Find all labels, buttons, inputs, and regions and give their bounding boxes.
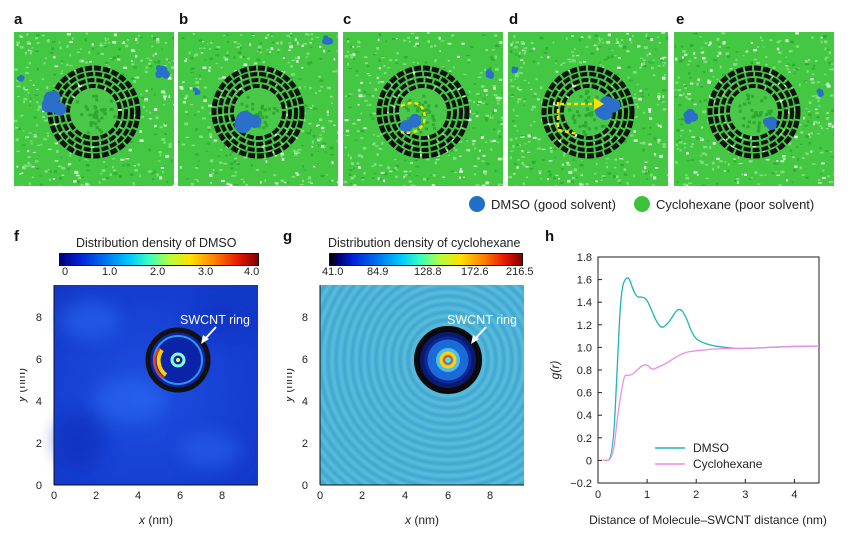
axis-f-x: 0 2 4 6 8 — [51, 490, 225, 502]
xtick-f: 2 — [93, 490, 99, 502]
snapshot-e — [674, 32, 834, 186]
panel-a-label: a — [14, 11, 22, 28]
colorbar-g — [329, 253, 523, 266]
ytick-label: 1.6 — [577, 275, 592, 287]
colorbar-g-tick: 216.5 — [506, 266, 534, 278]
ytick-g: 8 — [302, 312, 308, 324]
snapshot-a — [14, 32, 174, 186]
xtick-label: 2 — [693, 489, 699, 501]
ytick-label: −0.2 — [570, 478, 592, 490]
colorbar-g-tick: 41.0 — [322, 266, 343, 278]
ytick-f: 4 — [36, 396, 42, 408]
xtick-f: 0 — [51, 490, 57, 502]
snapshot-c — [343, 32, 503, 186]
axis-g-x: 0 2 4 6 8 — [317, 490, 493, 502]
ylabel-f: y (nm) — [20, 368, 28, 403]
xlabel-g: x (nm) — [404, 513, 439, 527]
xtick-label: 1 — [644, 489, 650, 501]
ytick-label: 1.8 — [577, 252, 592, 264]
xtick-label: 0 — [595, 489, 601, 501]
annotation-f: SWCNT ring — [180, 313, 250, 327]
chart-xlabel: Distance of Molecule–SWCNT distance (nm) — [589, 513, 827, 527]
ytick-g: 6 — [302, 354, 308, 366]
panel-d-label: d — [509, 11, 518, 28]
heatmap-f: SWCNT ring 0 2 4 6 8 0 2 4 6 8 x (nm) y … — [20, 280, 270, 532]
snapshot-b — [178, 32, 338, 186]
ytick-f: 2 — [36, 438, 42, 450]
ytick-label: 0.6 — [577, 388, 592, 400]
colorbar-g-title: Distribution density of cyclohexane — [328, 236, 520, 250]
legend-cyclohexane-label: Cyclohexane (poor solvent) — [656, 197, 814, 212]
panel-g-label: g — [283, 228, 292, 245]
xtick-f: 4 — [135, 490, 141, 502]
ylabel-g: y (nm) — [287, 368, 295, 403]
dmso-swatch-icon — [469, 196, 485, 212]
cyclohexane-swatch-icon — [634, 196, 650, 212]
legend-cyclohexane: Cyclohexane (poor solvent) — [634, 196, 814, 212]
ytick-label: 0 — [586, 455, 592, 467]
chart-legend: DMSO Cyclohexane — [655, 441, 763, 471]
ytick-label: 0.2 — [577, 433, 592, 445]
xtick-g: 0 — [317, 490, 323, 502]
chart-ylabel: g(r) — [548, 361, 562, 380]
legend-dmso: DMSO (good solvent) — [469, 196, 616, 212]
heatmap-g: SWCNT ring 0 2 4 6 8 0 2 4 6 8 x (nm) y … — [287, 280, 537, 532]
ytick-g: 4 — [302, 396, 308, 408]
colorbar-g-tick: 128.8 — [414, 266, 442, 278]
ytick-g: 0 — [302, 480, 308, 492]
ytick-label: 1.4 — [577, 297, 592, 309]
ytick-f: 8 — [36, 312, 42, 324]
xtick-g: 4 — [402, 490, 408, 502]
colorbar-f-tick: 4.0 — [244, 266, 259, 278]
panel-e-label: e — [676, 11, 684, 28]
xtick-g: 6 — [445, 490, 451, 502]
colorbar-g-tick: 84.9 — [367, 266, 388, 278]
xtick-g: 2 — [359, 490, 365, 502]
legend-label-dmso: DMSO — [693, 441, 729, 455]
ytick-label: 1.2 — [577, 320, 592, 332]
colorbar-f-tick: 3.0 — [198, 266, 213, 278]
ytick-f: 0 — [36, 480, 42, 492]
colorbar-g-tick: 172.6 — [461, 266, 489, 278]
colorbar-f — [59, 253, 259, 266]
axis-f-y: 0 2 4 6 8 — [36, 312, 42, 492]
annotation-g: SWCNT ring — [447, 313, 517, 327]
panel-b-label: b — [179, 11, 188, 28]
xlabel-f: x (nm) — [138, 513, 173, 527]
colorbar-f-tick: 0 — [62, 266, 68, 278]
ytick-f: 6 — [36, 354, 42, 366]
xtick-label: 4 — [791, 489, 797, 501]
xtick-f: 6 — [177, 490, 183, 502]
xtick-label: 3 — [742, 489, 748, 501]
colorbar-f-tick: 1.0 — [102, 266, 117, 278]
snapshot-d — [508, 32, 668, 186]
legend-label-cyclohexane: Cyclohexane — [693, 457, 763, 471]
xtick-g: 8 — [487, 490, 493, 502]
axis-g-y: 0 2 4 6 8 — [302, 312, 308, 492]
ytick-g: 2 — [302, 438, 308, 450]
legend-dmso-label: DMSO (good solvent) — [491, 197, 616, 212]
ytick-label: 1.0 — [577, 342, 592, 354]
panel-f-label: f — [14, 228, 19, 245]
colorbar-f-tick: 2.0 — [150, 266, 165, 278]
colorbar-f-title: Distribution density of DMSO — [76, 236, 236, 250]
ytick-label: 0.8 — [577, 365, 592, 377]
xtick-f: 8 — [219, 490, 225, 502]
series-line-dmso — [603, 278, 819, 461]
ytick-label: 0.4 — [577, 410, 592, 422]
panel-c-label: c — [343, 11, 351, 28]
